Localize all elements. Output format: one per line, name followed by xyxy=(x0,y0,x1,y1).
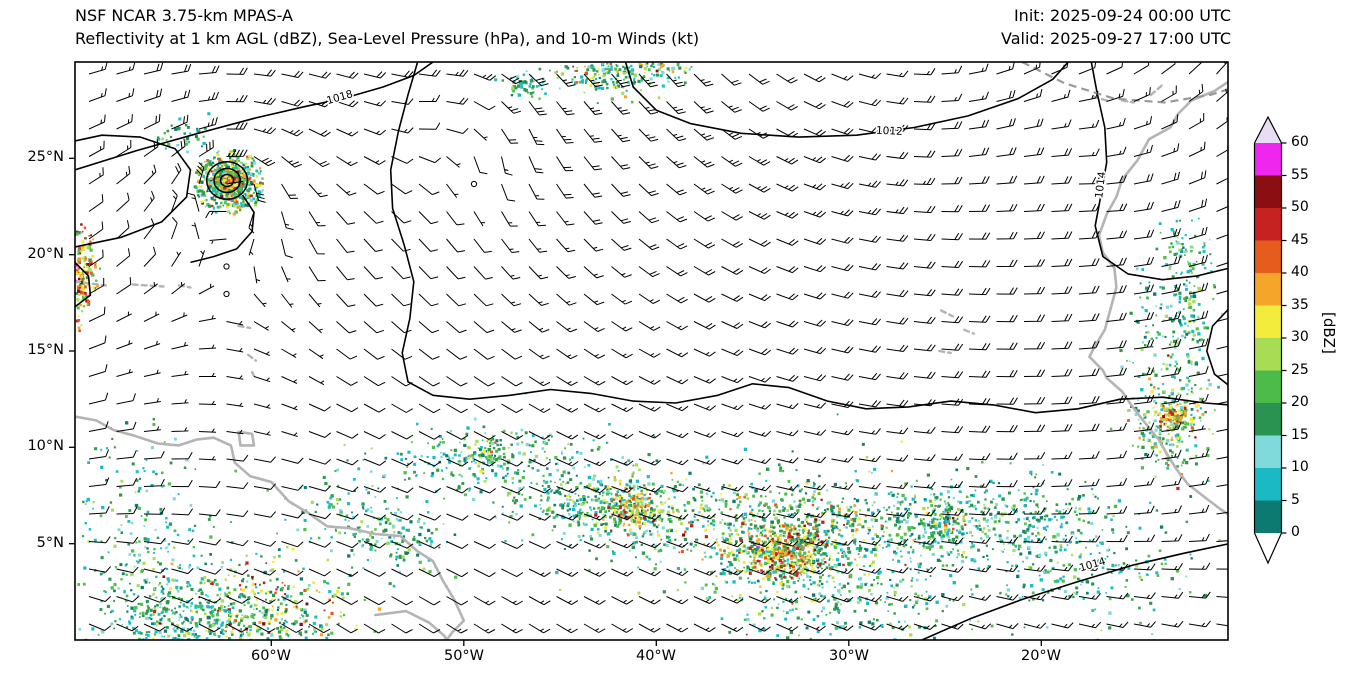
field-title: Reflectivity at 1 km AGL (dBZ), Sea-Leve… xyxy=(75,29,700,48)
colorbar-tick-60: 60 xyxy=(1291,134,1309,150)
y-tick-label-5n: 5°N xyxy=(36,535,64,551)
x-tick-label-40w: 40°W xyxy=(635,648,677,664)
colorbar-tick-55: 55 xyxy=(1291,167,1309,183)
colorbar-tick-15: 15 xyxy=(1291,427,1309,443)
y-tick-label-20n: 20°N xyxy=(27,246,64,262)
x-tick-label-20w: 20°W xyxy=(1020,648,1062,664)
x-tick-label-50w: 50°W xyxy=(443,648,485,664)
x-tick-label-60w: 60°W xyxy=(250,648,292,664)
model-title: NSF NCAR 3.75-km MPAS-A xyxy=(75,6,293,25)
reflectivity-colorbar xyxy=(1253,115,1294,567)
colorbar-tick-40: 40 xyxy=(1291,264,1309,280)
colorbar-tick-25: 25 xyxy=(1291,362,1309,378)
colorbar-tick-5: 5 xyxy=(1291,492,1300,508)
colorbar-tick-10: 10 xyxy=(1291,459,1309,475)
init-time-label: Init: 2025-09-24 00:00 UTC xyxy=(1013,6,1231,25)
colorbar-tick-45: 45 xyxy=(1291,232,1309,248)
colorbar-tick-30: 30 xyxy=(1291,329,1309,345)
y-tick-label-10n: 10°N xyxy=(27,438,64,454)
valid-time-label: Valid: 2025-09-27 17:00 UTC xyxy=(1000,29,1231,48)
colorbar-tick-35: 35 xyxy=(1291,297,1309,313)
map-plot-area: 1018 1012 1014 1014 xyxy=(69,61,1229,646)
y-tick-label-15n: 15°N xyxy=(27,342,64,358)
x-tick-label-30w: 30°W xyxy=(828,648,870,664)
y-tick-label-25n: 25°N xyxy=(27,149,64,165)
colorbar-unit-label: [dBZ] xyxy=(1320,312,1338,354)
colorbar-tick-0: 0 xyxy=(1291,524,1300,540)
colorbar-tick-20: 20 xyxy=(1291,394,1309,410)
colorbar-tick-50: 50 xyxy=(1291,199,1309,215)
